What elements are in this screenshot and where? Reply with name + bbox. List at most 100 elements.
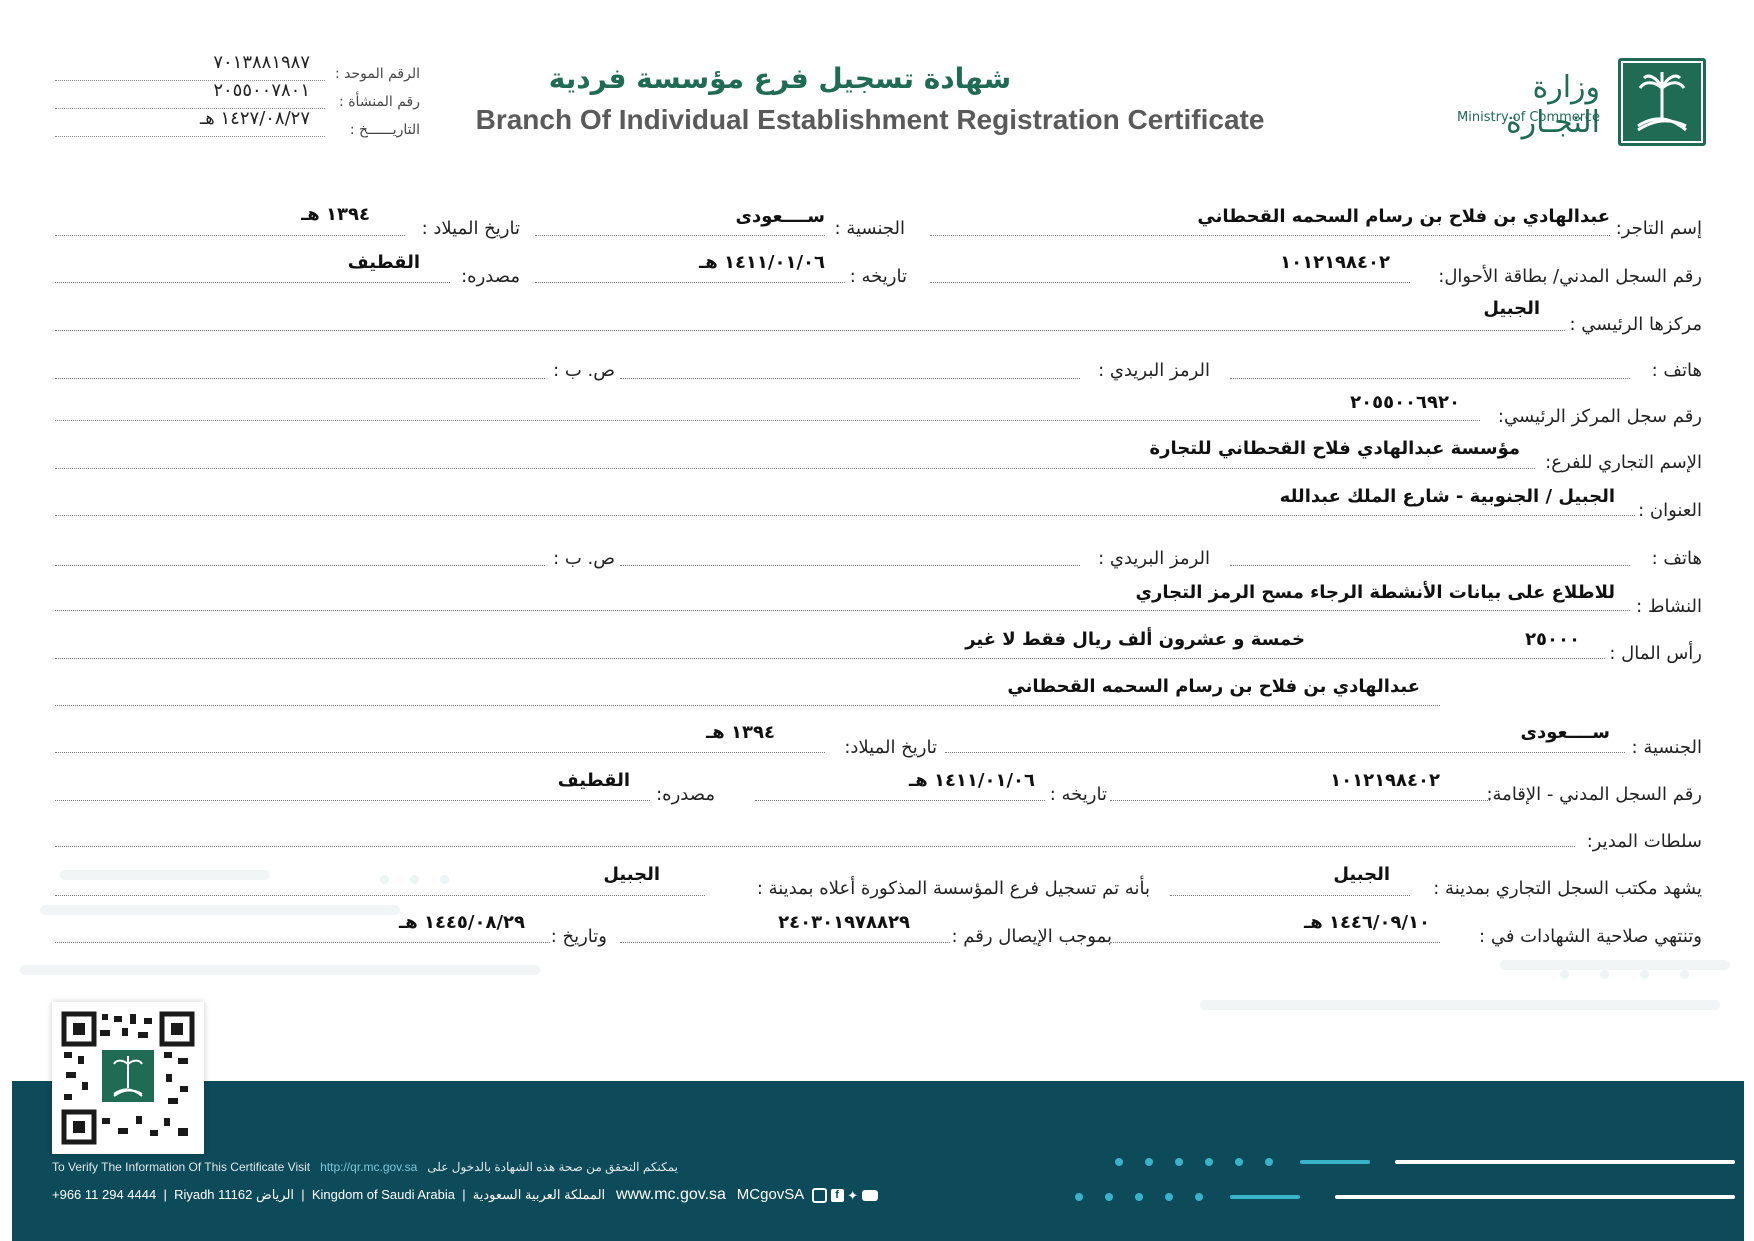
branch-name-value: مؤسسة عبدالهادي فلاح القحطاني للتجارة xyxy=(1149,438,1521,459)
birth-date-value: ١٣٩٤ هـ xyxy=(301,204,370,225)
palm-swords-icon xyxy=(1621,61,1703,143)
manager-source-value: القطيف xyxy=(557,770,630,791)
capital-label: رأس المال : xyxy=(1609,643,1702,664)
dotted-line xyxy=(55,468,1535,469)
instagram-icon[interactable] xyxy=(811,1188,827,1204)
footer-dot xyxy=(1075,1193,1083,1201)
dotted-line xyxy=(55,846,1575,847)
dotted-line xyxy=(1170,895,1410,896)
merchant-name-value: عبدالهادي بن فلاح بن رسام السحمه القحطان… xyxy=(1197,206,1610,227)
footer-dot xyxy=(1105,1193,1113,1201)
qr-code[interactable] xyxy=(52,1002,204,1154)
background-swoosh xyxy=(60,870,270,880)
background-swoosh xyxy=(1500,960,1730,970)
manager-nationality-label: الجنسية : xyxy=(1631,737,1702,758)
postal-label-1: الرمز البريدي : xyxy=(1098,360,1210,381)
dotted-line xyxy=(535,282,845,283)
dotted-line xyxy=(55,235,405,236)
id-date-label: تاريخه : xyxy=(849,266,907,287)
dotted-line xyxy=(535,235,825,236)
dotted-line xyxy=(55,282,450,283)
footer-line xyxy=(1395,1160,1735,1164)
pobox-label-2: ص. ب : xyxy=(553,548,615,569)
manager-source-label: مصدره: xyxy=(656,784,715,805)
unified-number-value: ٧٠١٣٨٨١٩٨٧ xyxy=(213,52,310,73)
footer-dot xyxy=(1115,1158,1123,1166)
background-swoosh xyxy=(20,965,540,975)
civil-id-label: رقم السجل المدني/ بطاقة الأحوال: xyxy=(1438,266,1702,287)
verify-link[interactable]: http://qr.mc.gov.sa xyxy=(320,1160,418,1174)
footer-website[interactable]: www.mc.gov.sa xyxy=(615,1186,726,1203)
background-swoosh xyxy=(40,905,400,915)
establishment-number-value: ٢٠٥٥٠٠٧٨٠١ xyxy=(213,80,310,101)
footer-dot xyxy=(1195,1193,1203,1201)
branch-city-value: الجبيل xyxy=(603,864,660,885)
dotted-line xyxy=(1110,942,1440,943)
civil-id-value: ١٠١٢١٩٨٤٠٢ xyxy=(1280,252,1390,273)
unified-number-label: الرقم الموحد : xyxy=(335,66,420,82)
background-dot xyxy=(410,875,419,884)
dotted-line xyxy=(55,895,705,896)
dotted-line xyxy=(755,800,1045,801)
postal-label-2: الرمز البريدي : xyxy=(1098,548,1210,569)
phone-label-1: هاتف : xyxy=(1651,360,1702,381)
date-label: التاريــــــخ : xyxy=(349,122,420,138)
dotted-line xyxy=(1230,565,1630,566)
main-center-label: مركزها الرئيسي : xyxy=(1569,314,1702,335)
receipt-number-value: ٢٤٠٣٠١٩٧٨٨٢٩ xyxy=(778,912,910,933)
dotted-line xyxy=(55,752,825,753)
footer-verify-text: To Verify The Information Of This Certif… xyxy=(52,1160,678,1174)
address-value: الجبيل / الجنوبية - شارع الملك عبدالله xyxy=(1279,486,1615,507)
youtube-icon[interactable] xyxy=(861,1190,878,1202)
dotted-line xyxy=(55,330,1565,331)
footer-dot xyxy=(1235,1158,1243,1166)
footer-dot xyxy=(1265,1158,1273,1166)
footer-dot xyxy=(1145,1158,1153,1166)
footer-city: Riyadh 11162 الرياض xyxy=(174,1187,295,1202)
footer-handle[interactable]: MCgovSA xyxy=(736,1186,805,1203)
dotted-line xyxy=(55,800,650,801)
main-reg-value: ٢٠٥٥٠٠٦٩٢٠ xyxy=(1350,392,1460,413)
expiry-label: وتنتهي صلاحية الشهادات في : xyxy=(1479,926,1702,947)
manager-id-date-value: ١٤١١/٠١/٠٦ هـ xyxy=(909,770,1035,791)
manager-birth-value: ١٣٩٤ هـ xyxy=(706,722,775,743)
dotted-line xyxy=(620,378,1080,379)
capital-words-value: خمسة و عشرون ألف ريال فقط لا غير xyxy=(965,629,1305,650)
ministry-name-ar: وزارة التجـارة xyxy=(1505,70,1600,140)
dotted-line xyxy=(55,610,1630,611)
unified-number-line xyxy=(55,80,325,81)
twitter-icon[interactable]: ✦ xyxy=(847,1187,859,1203)
main-reg-label: رقم سجل المركز الرئيسي: xyxy=(1497,406,1702,427)
facebook-icon[interactable]: f xyxy=(830,1189,844,1203)
verify-text-ar: يمكنكم التحقق من صحة هذه الشهادة بالدخول… xyxy=(427,1160,678,1174)
verify-text-en: To Verify The Information Of This Certif… xyxy=(52,1160,311,1174)
branch-name-label: الإسم التجاري للفرع: xyxy=(1545,452,1702,473)
date-line xyxy=(55,136,325,137)
manager-powers-label: سلطات المدير: xyxy=(1586,831,1702,852)
id-source-label: مصدره: xyxy=(461,266,520,287)
birth-date-label: تاريخ الميلاد : xyxy=(421,218,520,239)
address-label: العنوان : xyxy=(1638,500,1702,521)
footer-line xyxy=(1230,1195,1300,1199)
background-dot xyxy=(1680,970,1689,979)
manager-birth-label: تاريخ الميلاد: xyxy=(844,737,937,758)
id-source-value: القطيف xyxy=(347,252,420,273)
footer-dot xyxy=(1205,1158,1213,1166)
manager-nationality-value: ســــعودى xyxy=(1520,722,1611,743)
dotted-line xyxy=(930,235,1610,236)
establishment-number-line xyxy=(55,108,325,109)
dotted-line xyxy=(55,942,550,943)
footer-dot xyxy=(1175,1158,1183,1166)
background-dot xyxy=(440,875,449,884)
dotted-line xyxy=(930,282,1410,283)
dotted-line xyxy=(55,565,545,566)
dotted-line xyxy=(1110,800,1490,801)
dotted-line xyxy=(620,942,950,943)
receipt-date-value: ١٤٤٥/٠٨/٢٩ هـ xyxy=(399,912,525,933)
activity-value: للاطلاع على بيانات الأنشطة الرجاء مسح ال… xyxy=(1135,582,1615,603)
date-value: ١٤٢٧/٠٨/٢٧ هـ xyxy=(200,108,310,129)
background-dot xyxy=(1600,970,1609,979)
main-center-value: الجبيل xyxy=(1483,298,1540,319)
dotted-line xyxy=(55,515,1635,516)
certify-text: بأنه تم تسجيل فرع المؤسسة المذكورة أعلاه… xyxy=(756,878,1150,899)
